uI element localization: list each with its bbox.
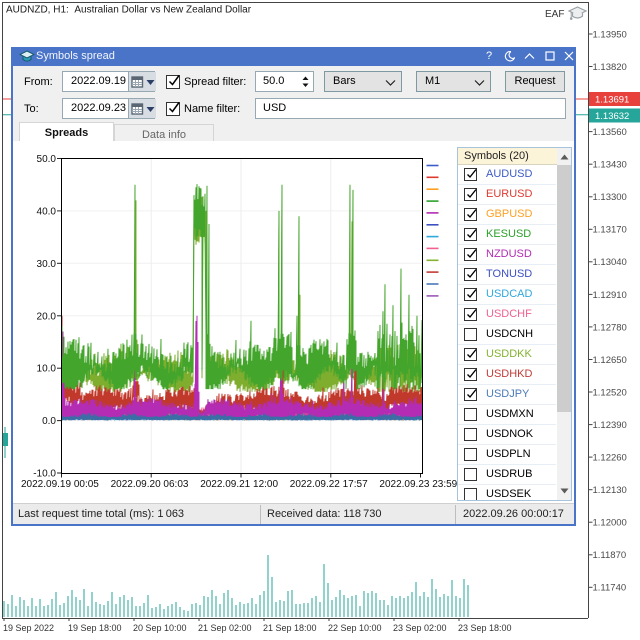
svg-text:1.12000: 1.12000 — [593, 518, 627, 529]
svg-text:10.0: 10.0 — [37, 364, 57, 375]
svg-text:23 Sep 18:00: 23 Sep 18:00 — [458, 623, 512, 633]
svg-text:21 Sep 18:00: 21 Sep 18:00 — [263, 623, 317, 633]
svg-text:2022.09.23 23:59: 2022.09.23 23:59 — [379, 479, 457, 490]
svg-text:1.13691: 1.13691 — [595, 95, 629, 106]
svg-text:50.0: 50.0 — [37, 154, 57, 165]
svg-text:1.13560: 1.13560 — [593, 127, 627, 138]
svg-text:1.13040: 1.13040 — [593, 257, 627, 268]
svg-text:1.12260: 1.12260 — [593, 453, 627, 464]
svg-text:1.13430: 1.13430 — [593, 160, 627, 171]
svg-text:2022.09.20 06:03: 2022.09.20 06:03 — [111, 479, 189, 490]
svg-text:1.13950: 1.13950 — [593, 29, 627, 40]
svg-text:23 Sep 02:00: 23 Sep 02:00 — [393, 623, 447, 633]
svg-text:AUDNZD, H1: Australian Dollar: AUDNZD, H1: Australian Dollar vs New Zea… — [6, 5, 252, 16]
svg-text:1.12910: 1.12910 — [593, 290, 627, 301]
svg-text:1.12650: 1.12650 — [593, 355, 627, 366]
svg-text:21 Sep 02:00: 21 Sep 02:00 — [198, 623, 252, 633]
svg-text:-10.0: -10.0 — [33, 469, 56, 480]
svg-text:1.13300: 1.13300 — [593, 192, 627, 203]
svg-text:20 Sep 10:00: 20 Sep 10:00 — [133, 623, 187, 633]
svg-text:19 Sep 2022: 19 Sep 2022 — [3, 623, 54, 633]
svg-text:40.0: 40.0 — [37, 206, 57, 217]
svg-text:22 Sep 10:00: 22 Sep 10:00 — [328, 623, 382, 633]
svg-text:20.0: 20.0 — [37, 311, 57, 322]
svg-text:1.13820: 1.13820 — [593, 62, 627, 73]
svg-text:EAF: EAF — [545, 9, 564, 20]
svg-text:30.0: 30.0 — [37, 259, 57, 270]
svg-text:2022.09.19 00:05: 2022.09.19 00:05 — [21, 479, 99, 490]
svg-text:1.12780: 1.12780 — [593, 322, 627, 333]
svg-text:1.11870: 1.11870 — [593, 550, 627, 561]
svg-text:1.12390: 1.12390 — [593, 420, 627, 431]
svg-text:1.13170: 1.13170 — [593, 225, 627, 236]
svg-text:1.12130: 1.12130 — [593, 485, 627, 496]
svg-text:2022.09.22 17:57: 2022.09.22 17:57 — [290, 479, 368, 490]
svg-text:1.12520: 1.12520 — [593, 387, 627, 398]
svg-text:0.0: 0.0 — [42, 416, 56, 427]
svg-text:2022.09.21 12:00: 2022.09.21 12:00 — [200, 479, 278, 490]
svg-text:1.13632: 1.13632 — [595, 111, 629, 122]
svg-text:1.11740: 1.11740 — [593, 583, 627, 594]
svg-text:19 Sep 18:00: 19 Sep 18:00 — [68, 623, 122, 633]
